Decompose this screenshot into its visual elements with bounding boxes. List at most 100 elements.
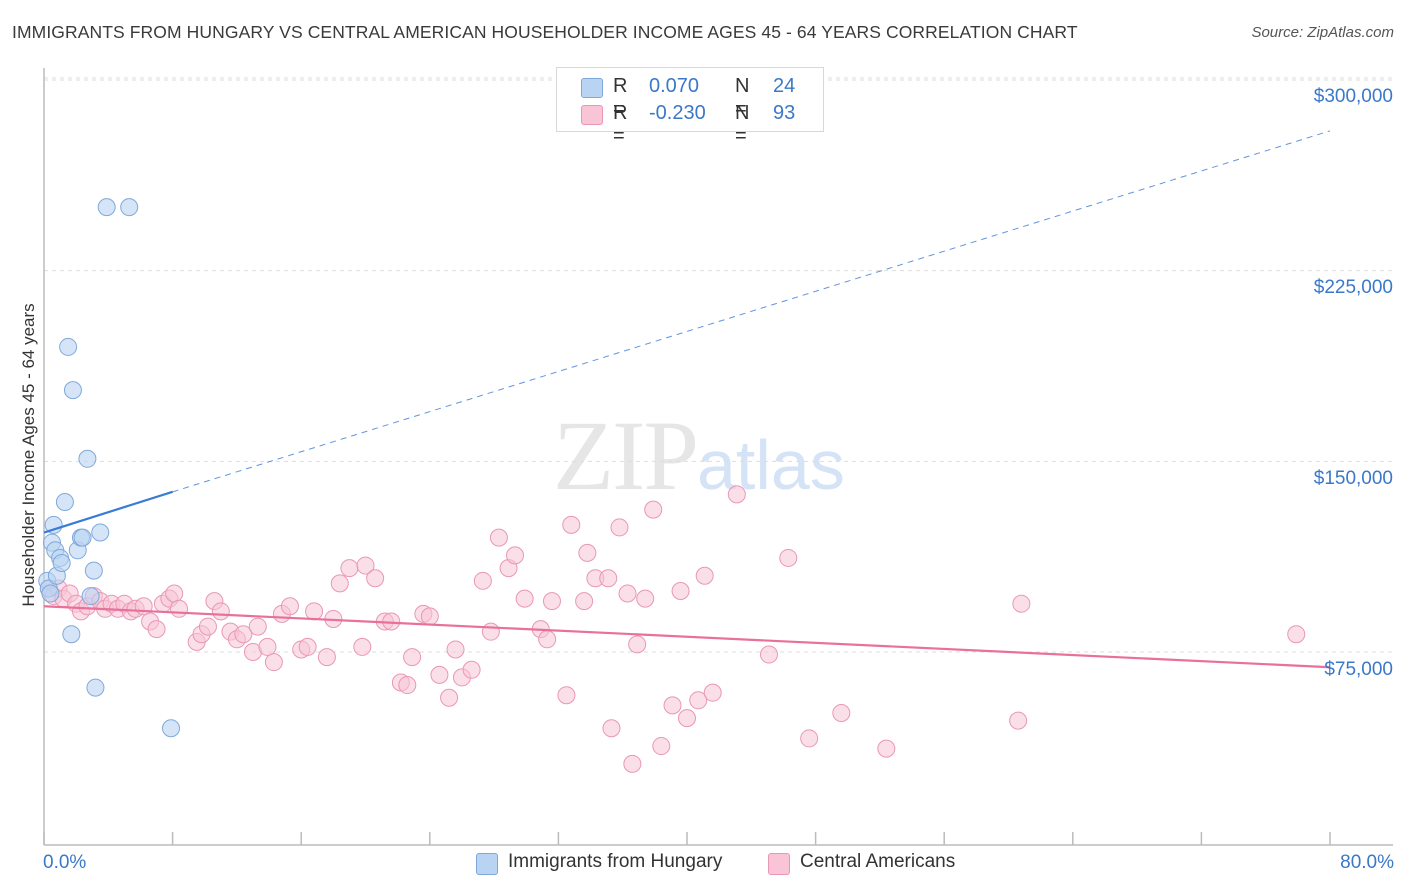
hungary-point <box>91 523 110 542</box>
legend-r-label: R = <box>613 102 628 147</box>
central-point <box>398 676 417 695</box>
chart-title: IMMIGRANTS FROM HUNGARY VS CENTRAL AMERI… <box>12 22 1078 42</box>
hungary-point <box>97 198 116 217</box>
central-trend <box>43 605 1331 669</box>
hungary-swatch <box>581 78 603 98</box>
legend-n-label: N = <box>735 75 750 120</box>
central-point <box>481 622 500 641</box>
legend-label: Central Americans <box>800 851 956 872</box>
central-point <box>678 709 696 728</box>
central-point <box>618 584 637 603</box>
hungary-point <box>120 198 139 217</box>
central-point <box>147 620 166 639</box>
central-swatch <box>768 853 790 875</box>
central-point <box>695 566 714 585</box>
central-point <box>759 645 778 664</box>
central-point <box>671 581 690 600</box>
central-point <box>420 607 439 626</box>
legend-n-label: N = <box>735 102 750 147</box>
y-tick-label: $300,000 <box>1313 86 1393 107</box>
central-point <box>575 592 594 611</box>
central-point <box>636 589 655 608</box>
central-point <box>280 597 299 616</box>
legend-r-label: R = <box>613 75 628 120</box>
central-point <box>538 630 557 649</box>
hungary-point <box>41 584 60 603</box>
central-point <box>353 637 372 656</box>
central-point <box>644 500 663 519</box>
central-point <box>832 704 851 723</box>
central-point <box>356 556 375 575</box>
x-tick-label-min: 0.0% <box>43 852 87 873</box>
hungary-point <box>161 719 180 738</box>
central-point <box>264 653 283 672</box>
central-point <box>473 571 492 590</box>
hungary-point <box>84 561 103 580</box>
y-tick-label: $225,000 <box>1313 277 1393 298</box>
central-point <box>1009 711 1028 730</box>
central-point <box>578 543 597 562</box>
central-point <box>602 719 621 738</box>
central-point <box>599 569 618 588</box>
central-point <box>779 548 798 567</box>
hungary-point <box>63 381 82 400</box>
central-point <box>366 569 385 588</box>
watermark-zip: ZIP <box>553 400 699 511</box>
central-point <box>542 592 561 611</box>
y-tick-label: $150,000 <box>1313 468 1393 489</box>
central-point <box>703 683 722 702</box>
hungary-trend-dashed <box>172 130 1331 493</box>
central-point <box>505 546 524 565</box>
central-point <box>610 518 629 537</box>
central-point <box>628 635 647 654</box>
central-point <box>652 737 671 756</box>
central-point <box>1287 625 1306 644</box>
grid-lines <box>44 77 1393 653</box>
legend-n-value: 93 <box>773 102 796 124</box>
legend-r-value: 0.070 <box>649 75 700 97</box>
hungary-trend-solid <box>43 490 173 534</box>
central-point <box>800 729 819 748</box>
central-point <box>515 589 534 608</box>
y-axis-label: Householder Income Ages 45 - 64 years <box>19 303 38 607</box>
hungary-point <box>62 625 81 644</box>
central-point <box>623 754 642 773</box>
central-point <box>430 665 449 684</box>
hungary-point <box>78 449 97 468</box>
central-point <box>305 602 324 621</box>
central-point <box>727 485 746 504</box>
central-point <box>663 696 682 715</box>
legend-label: Immigrants from Hungary <box>508 851 723 872</box>
central-point <box>198 617 217 636</box>
trend-lines <box>43 130 1331 669</box>
central-point <box>689 691 708 710</box>
central-point <box>258 637 277 656</box>
watermark: ZIPatlas <box>553 398 845 513</box>
central-point <box>489 528 508 547</box>
central-point <box>462 660 481 679</box>
hungary-swatch <box>476 853 498 875</box>
hungary-points <box>38 198 180 738</box>
source-label: Source: ZipAtlas.com <box>1251 24 1394 41</box>
watermark-atlas: atlas <box>697 426 845 504</box>
x-tick-label-max: 80.0% <box>1340 852 1394 873</box>
correlation-legend: R = 0.070 N = 24 R = -0.230 N = 93 <box>556 67 824 147</box>
central-point <box>440 688 459 707</box>
central-point <box>340 559 359 578</box>
central-point <box>248 617 267 636</box>
central-point <box>170 599 189 618</box>
central-swatch <box>581 105 603 125</box>
hungary-point <box>55 493 74 512</box>
y-tick-label: $75,000 <box>1324 659 1393 680</box>
central-point <box>165 584 184 603</box>
hungary-point <box>73 528 92 547</box>
central-point <box>317 648 336 667</box>
hungary-point <box>59 337 78 356</box>
central-point <box>1012 594 1031 613</box>
central-point <box>298 637 317 656</box>
hungary-point <box>86 678 105 697</box>
central-point <box>330 574 349 593</box>
axes <box>43 68 1393 846</box>
central-point <box>211 602 230 621</box>
